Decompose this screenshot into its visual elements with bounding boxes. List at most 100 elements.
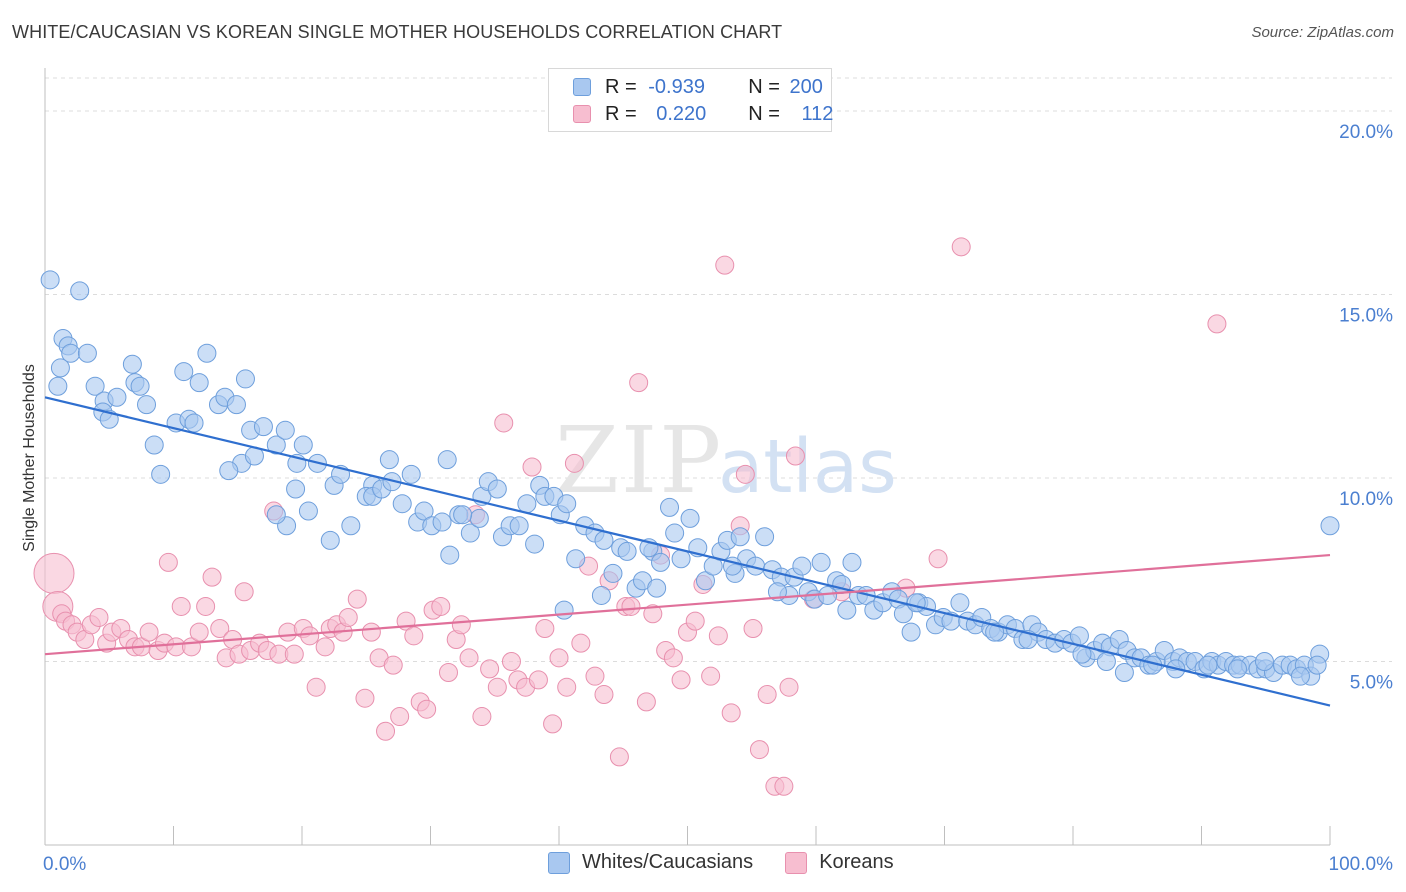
koreans-point: [139, 622, 159, 642]
koreans-point: [757, 685, 777, 705]
legend-n-label: N =: [748, 102, 786, 125]
whites-point: [341, 516, 361, 536]
koreans-point: [338, 607, 358, 627]
y-tick-label: 20.0%: [1339, 122, 1393, 143]
whites-point: [50, 358, 70, 378]
whites-point: [453, 505, 473, 525]
whites-point: [266, 505, 286, 525]
koreans-point: [1207, 314, 1227, 334]
koreans-point: [383, 655, 403, 675]
whites-point: [151, 464, 171, 484]
whites-point: [1307, 655, 1327, 675]
whites-point: [680, 508, 700, 528]
x-tick-labels: 0.0% 100.0%: [43, 854, 1393, 875]
whites-point: [184, 413, 204, 433]
series-legend: Whites/Caucasians Koreans: [548, 851, 926, 874]
whites-point: [48, 376, 68, 396]
whites-point: [525, 534, 545, 554]
whites-point: [440, 545, 460, 565]
whites-point: [591, 585, 611, 605]
whites-point: [122, 354, 142, 374]
whites-point: [235, 369, 255, 389]
y-tick-label: 15.0%: [1339, 306, 1393, 327]
whites-point: [985, 622, 1005, 642]
whites-point: [253, 417, 273, 437]
whites-point: [219, 461, 239, 481]
koreans-point: [663, 648, 683, 668]
koreans-point: [564, 453, 584, 473]
koreans-point: [543, 714, 563, 734]
koreans-trend-line: [44, 553, 1331, 656]
whites-point: [1227, 659, 1247, 679]
whites-point: [70, 281, 90, 301]
whites-point: [792, 556, 812, 576]
legend-r-value: 0.220: [656, 102, 707, 125]
whites-point: [487, 479, 507, 499]
legend-r-label: R =: [605, 75, 643, 98]
series-swatch-koreans: [785, 851, 808, 874]
y-tick-label: 10.0%: [1339, 489, 1393, 510]
whites-point: [286, 479, 306, 499]
koreans-point: [785, 446, 805, 466]
koreans-point: [431, 596, 451, 616]
koreans-point: [928, 549, 948, 569]
legend-row-koreans: R = 0.220 N = 112: [573, 102, 833, 126]
koreans-point: [721, 703, 741, 723]
whites-point: [842, 552, 862, 572]
koreans-point: [480, 659, 500, 679]
whites-point: [893, 604, 913, 624]
whites-point: [293, 435, 313, 455]
legend-n-value: 112: [801, 102, 834, 125]
whites-point: [320, 530, 340, 550]
koreans-point: [643, 604, 663, 624]
legend-swatch-koreans: [573, 105, 591, 123]
koreans-point: [361, 622, 381, 642]
whites-point: [566, 549, 586, 569]
koreans-point: [571, 633, 591, 653]
whites-point: [266, 435, 286, 455]
whites-point: [107, 387, 127, 407]
koreans-point: [621, 596, 641, 616]
koreans-point: [158, 552, 178, 572]
whites-trend-line: [44, 396, 1331, 707]
koreans-point: [417, 699, 437, 719]
koreans-point: [306, 677, 326, 697]
whites-point: [460, 523, 480, 543]
whites-point: [950, 593, 970, 613]
koreans-point: [743, 618, 763, 638]
x-tick-label-max: 100.0%: [1329, 854, 1394, 875]
koreans-point: [951, 237, 971, 257]
series-label-koreans: Koreans: [819, 851, 894, 873]
whites-point: [77, 343, 97, 363]
legend-r-value: -0.939: [648, 75, 705, 98]
koreans-point: [685, 611, 705, 631]
x-tick-label-min: 0.0%: [43, 854, 86, 875]
koreans-point: [735, 464, 755, 484]
whites-point: [509, 516, 529, 536]
series-swatch-whites: [548, 851, 570, 874]
whites-point: [226, 395, 246, 415]
koreans-point: [715, 255, 735, 275]
whites-point: [517, 494, 537, 514]
legend-n-label: N =: [748, 75, 786, 98]
whites-point: [189, 373, 209, 393]
whites-point: [401, 464, 421, 484]
koreans-point: [404, 626, 424, 646]
whites-point: [1096, 652, 1116, 672]
whites-point: [901, 622, 921, 642]
koreans-point: [629, 373, 649, 393]
whites-point: [730, 527, 750, 547]
whites-point: [1198, 655, 1218, 675]
stats-legend: R = -0.939 N = 200 R = 0.220 N = 112: [548, 68, 833, 132]
koreans-point: [701, 666, 721, 686]
whites-point: [906, 593, 926, 613]
whites-point: [298, 501, 318, 521]
axes: [44, 68, 1331, 846]
whites-point: [130, 376, 150, 396]
whites-point: [392, 494, 412, 514]
koreans-point: [196, 596, 216, 616]
whites-point: [554, 600, 574, 620]
whites-point: [594, 530, 614, 550]
koreans-point: [522, 457, 542, 477]
